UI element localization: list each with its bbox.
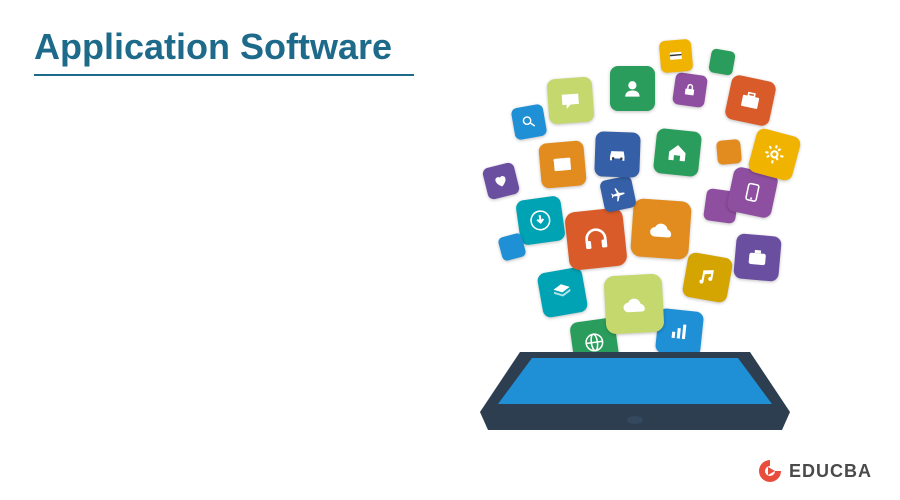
app-tile-search	[510, 103, 547, 140]
bubble-icon	[557, 87, 583, 113]
app-tile-briefcase	[724, 74, 777, 127]
app-tile-cloud-up	[630, 198, 692, 260]
blank-icon	[714, 54, 729, 69]
blank-icon	[504, 239, 520, 255]
illustration	[410, 30, 850, 470]
logo-text: EDUCBA	[789, 461, 872, 482]
camera-icon	[744, 244, 771, 271]
mail-icon	[549, 151, 576, 178]
briefcase-icon	[736, 86, 765, 115]
layers-icon	[548, 278, 577, 307]
app-tile-cloud	[604, 274, 665, 335]
app-tile-blank	[708, 48, 736, 76]
app-tile-camera	[733, 233, 782, 282]
download-icon	[527, 207, 555, 235]
logo-mark-icon	[757, 458, 783, 484]
card-icon	[666, 46, 685, 65]
app-tile-mail	[538, 140, 587, 189]
title-underline	[34, 74, 414, 76]
app-tile-plane	[599, 175, 637, 213]
app-tile-headphones	[564, 207, 628, 271]
page-title: Application Software	[34, 26, 392, 74]
brand-logo: EDUCBA	[757, 458, 872, 484]
app-tile-card	[659, 39, 694, 74]
app-tile-bubble	[546, 76, 594, 124]
app-tile-download	[515, 195, 566, 246]
home-icon	[664, 139, 691, 166]
user-icon	[620, 76, 645, 101]
app-tile-heart	[482, 162, 521, 201]
app-tile-user	[610, 66, 655, 111]
tablet-icon	[738, 178, 767, 207]
chart-icon	[666, 319, 693, 346]
app-tile-blank	[716, 139, 742, 165]
app-tile-lock	[672, 72, 708, 108]
app-tile-layers	[536, 266, 588, 318]
search-icon	[519, 112, 539, 132]
headphones-icon	[578, 221, 613, 256]
lock-icon	[680, 80, 700, 100]
blank-icon	[722, 145, 736, 159]
tablet-device	[480, 352, 790, 452]
plane-icon	[608, 184, 629, 205]
cloud-icon	[617, 287, 651, 321]
music-icon	[693, 263, 722, 292]
car-icon	[605, 142, 631, 168]
gear-icon	[759, 139, 789, 169]
app-tile-music	[681, 251, 733, 303]
app-tile-car	[594, 131, 641, 178]
cloud-up-icon	[644, 212, 678, 246]
heart-icon	[490, 170, 511, 191]
app-tile-home	[653, 128, 702, 177]
